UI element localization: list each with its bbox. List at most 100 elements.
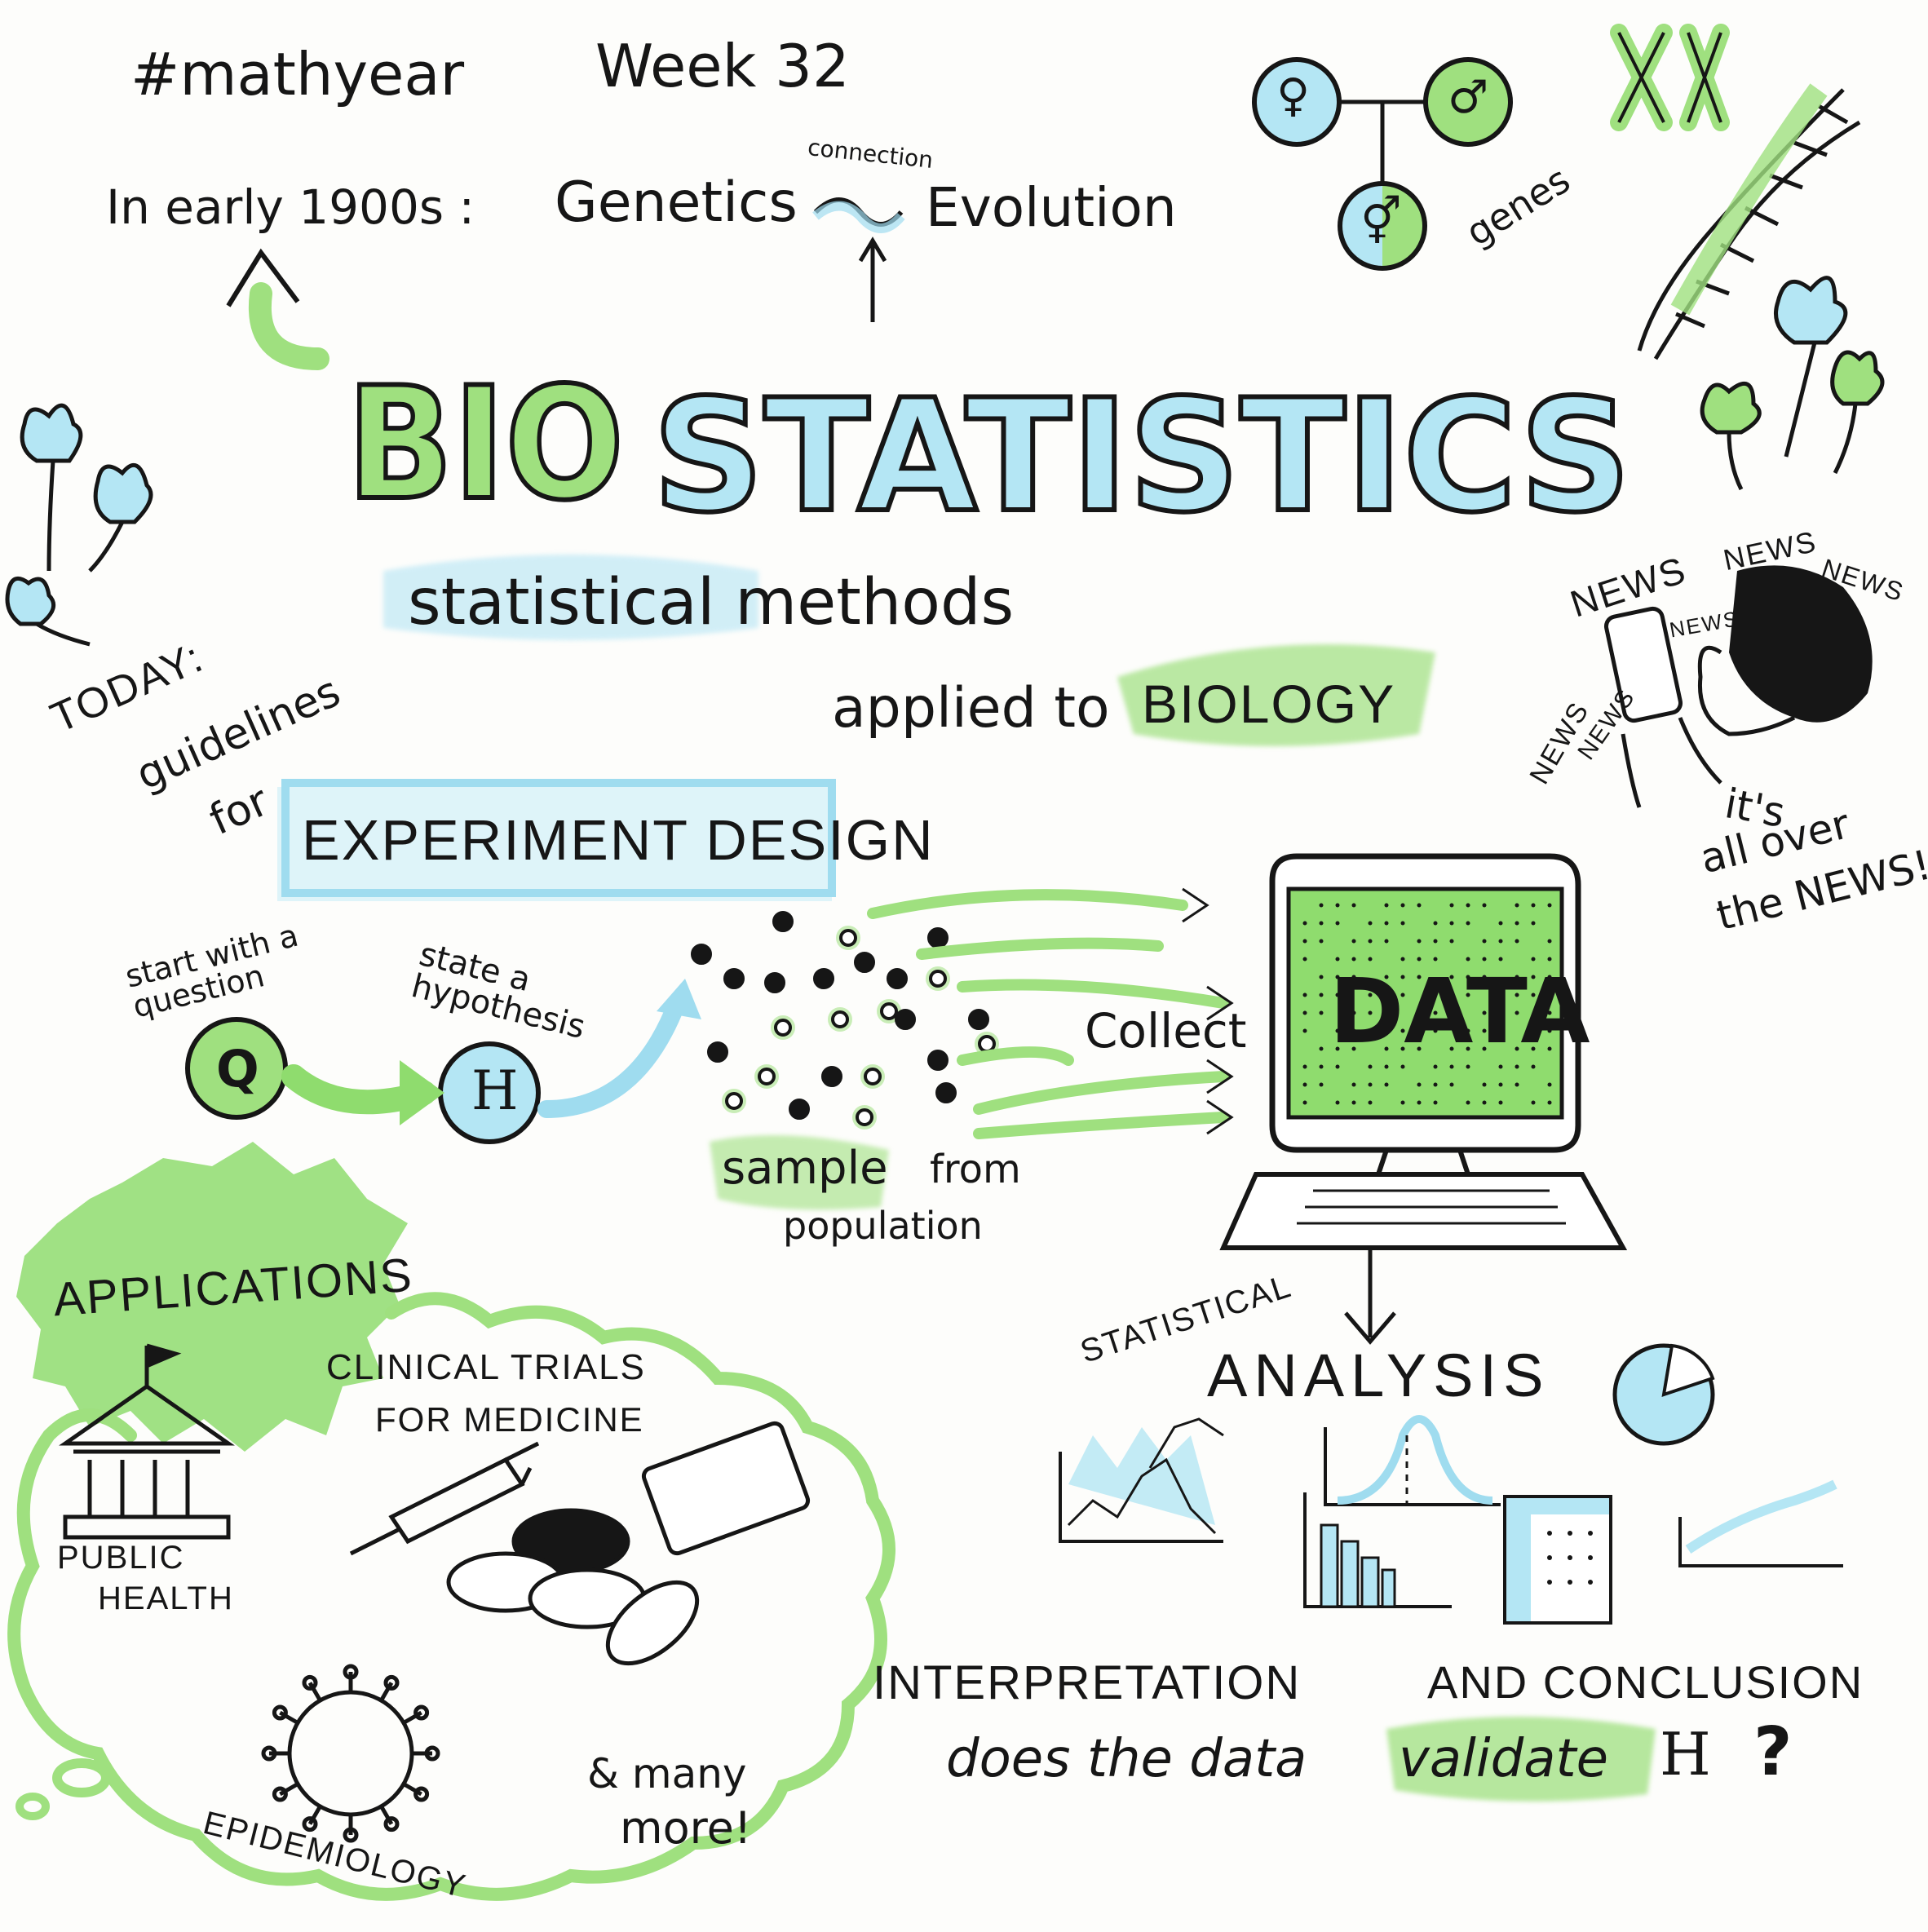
screen-dot	[1531, 975, 1536, 979]
screen-dot	[1351, 975, 1356, 979]
virus-spike-tip	[413, 1786, 430, 1802]
analysis-line2: ANALYSIS	[1207, 1342, 1550, 1409]
intro-evolution: Evolution	[926, 176, 1177, 239]
population-dot	[772, 911, 794, 932]
screen-dot	[1466, 1046, 1470, 1051]
virus-spike-tip	[413, 1704, 430, 1721]
sample-label: sample	[722, 1142, 888, 1195]
population-dot	[880, 1002, 898, 1020]
applications-cloud	[7, 1292, 895, 1901]
screen-dot	[1384, 939, 1389, 944]
child-circle	[1338, 181, 1427, 271]
definition-biology: BIOLOGY	[1142, 674, 1396, 734]
screen-dot	[1417, 975, 1422, 979]
screen-dot	[1466, 957, 1470, 962]
screen-dot	[1466, 1028, 1470, 1033]
screen-dot	[1319, 939, 1324, 944]
computer-screen-text: DATA	[1329, 959, 1590, 1063]
screen-dot	[1400, 1064, 1405, 1069]
screen-dot	[1482, 957, 1487, 962]
screen-dot	[1351, 1010, 1356, 1015]
child-circle-right	[1382, 183, 1425, 268]
screen-dot	[1417, 1046, 1422, 1051]
public-health-building-icon	[59, 1343, 235, 1540]
screen-dot	[1433, 1100, 1438, 1105]
virus-spike	[379, 1682, 394, 1702]
virus-spike-tip	[261, 1745, 277, 1762]
applications-burst	[16, 1142, 408, 1452]
arrow-head-outline	[226, 248, 300, 307]
virus-spike-tip	[343, 1664, 359, 1680]
screen-dot	[1482, 1046, 1487, 1051]
collect-label: Collect	[1085, 1003, 1247, 1059]
validate-green-wash	[1386, 1717, 1656, 1802]
connection-tilde-blue	[812, 201, 905, 233]
screen-dot	[1302, 1100, 1307, 1105]
screen-dot	[1531, 1028, 1536, 1033]
conclusion-question-mark: ?	[1753, 1713, 1793, 1791]
population-dot	[968, 1009, 989, 1030]
screen-dot	[1302, 1010, 1307, 1015]
screen-dot	[1384, 903, 1389, 908]
screen-dot	[1482, 903, 1487, 908]
screen-dot	[1384, 1010, 1389, 1015]
virus-spike	[379, 1805, 394, 1825]
screen-dot	[1482, 1100, 1487, 1105]
screen-dot	[1449, 993, 1454, 997]
screen-dot	[1368, 993, 1373, 997]
screen-dot	[1547, 1028, 1552, 1033]
conclusion-question: does the data	[946, 1729, 1307, 1789]
child-symbol: ⚥	[1360, 196, 1402, 249]
population-dot	[764, 972, 785, 993]
screen-dot	[1417, 903, 1422, 908]
definition-line1: statistical methods	[408, 566, 1015, 639]
screen-dot	[1319, 1082, 1324, 1087]
screen-dot	[1515, 921, 1519, 926]
screen-dot	[1433, 939, 1438, 944]
screen-dot	[1531, 993, 1536, 997]
screen-dot	[1351, 903, 1356, 908]
screen-dot	[1302, 1064, 1307, 1069]
screen-dot	[1449, 921, 1454, 926]
screen-dot	[1498, 1010, 1503, 1015]
hashtag-mathyear: #mathyear	[130, 40, 465, 108]
screen-dot	[1482, 1028, 1487, 1033]
screen-dot	[1368, 1100, 1373, 1105]
screen-dot	[1400, 1028, 1405, 1033]
screen-dot	[1351, 957, 1356, 962]
screen-dot	[1319, 975, 1324, 979]
screen-dot	[1498, 993, 1503, 997]
virus-spike-tip	[383, 1816, 400, 1833]
clinical-line1: CLINICAL TRIALS	[326, 1347, 646, 1387]
population-dot	[856, 1108, 873, 1126]
screen-dot	[1302, 993, 1307, 997]
screen-dot	[1449, 1082, 1454, 1087]
experiment-design-box-wash	[277, 787, 832, 901]
population-dot	[927, 927, 949, 948]
screen-dot	[1319, 903, 1324, 908]
screen-dot	[1466, 993, 1470, 997]
conclusion-and-conclusion: AND CONCLUSION	[1427, 1656, 1864, 1708]
population-dot	[813, 968, 834, 989]
screen-dot	[1515, 1010, 1519, 1015]
population-dot	[831, 1010, 849, 1028]
screen-dot	[1498, 1082, 1503, 1087]
title-bio-letters: BIO	[344, 351, 626, 537]
green-curved-arrow	[248, 282, 329, 370]
screen-dot	[1335, 1100, 1340, 1105]
intro-prefix: In early 1900s :	[106, 179, 475, 235]
screen-dot	[1433, 1028, 1438, 1033]
screen-dot	[1368, 1028, 1373, 1033]
screen-dot	[1400, 1100, 1405, 1105]
virus-spike	[402, 1782, 422, 1797]
screen-dot	[1384, 1046, 1389, 1051]
screen-dot	[1368, 1082, 1373, 1087]
conclusion-validate: validate	[1399, 1729, 1608, 1789]
screen-dot	[1400, 993, 1405, 997]
virus-spike-tip	[272, 1704, 288, 1721]
title-statistics-letters: STATISTICS	[650, 364, 1634, 549]
virus-spike	[307, 1805, 322, 1825]
screen-dot	[1531, 957, 1536, 962]
population-dot	[839, 929, 857, 947]
analysis-scatter-icon	[1678, 1479, 1843, 1567]
